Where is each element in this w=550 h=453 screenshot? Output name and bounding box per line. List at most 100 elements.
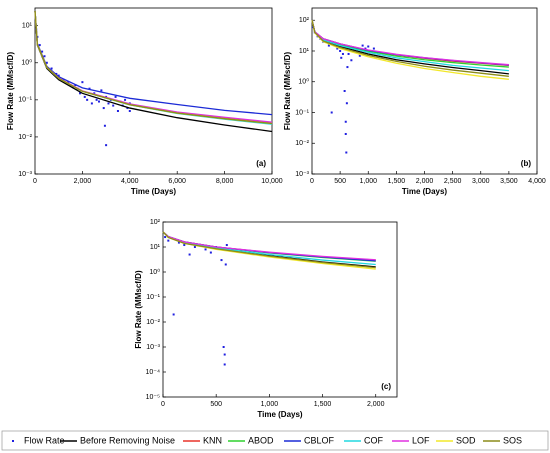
decline-curve xyxy=(311,20,509,77)
flow-rate-point xyxy=(358,54,361,57)
x-tick-label: 8,000 xyxy=(216,178,234,185)
flow-rate-point xyxy=(361,44,364,47)
flow-rate-point xyxy=(344,120,347,123)
y-tick-label: 10⁻¹ xyxy=(146,294,160,301)
legend-box xyxy=(1,430,549,451)
flow-rate-point xyxy=(43,55,46,58)
y-tick-label: 10⁻³ xyxy=(18,171,32,178)
flow-rate-point xyxy=(340,56,343,59)
flow-rate-point xyxy=(105,144,108,147)
flow-rate-point xyxy=(114,95,117,98)
flow-rate-point xyxy=(38,44,41,47)
legend-label: ABOD xyxy=(248,435,274,445)
flow-rate-point xyxy=(183,244,186,247)
flow-rate-point xyxy=(209,251,212,254)
flow-rate-point xyxy=(177,241,180,244)
flow-rate-point xyxy=(372,47,375,50)
y-tick-label: 10⁻³ xyxy=(295,171,309,178)
y-tick-label: 10⁰ xyxy=(149,268,160,276)
y-tick-label: 10¹ xyxy=(22,23,33,30)
flow-rate-point xyxy=(124,98,127,101)
y-tick-label: 10² xyxy=(299,17,310,24)
x-tick-label: 10,000 xyxy=(261,178,283,185)
flow-rate-point xyxy=(95,98,98,101)
flow-rate-point xyxy=(223,363,226,366)
flow-rate-point xyxy=(341,52,344,55)
flow-rate-point xyxy=(220,259,223,262)
flow-rate-point xyxy=(344,132,347,135)
flow-rate-point xyxy=(172,313,175,316)
flow-rate-point xyxy=(346,66,349,69)
x-tick-label: 0 xyxy=(33,178,37,185)
flow-rate-point xyxy=(100,89,103,92)
flow-rate-point xyxy=(81,81,84,84)
y-axis-label: Flow Rate (MMscf/D) xyxy=(283,52,292,131)
flow-rate-point xyxy=(336,47,339,50)
flow-rate-point xyxy=(90,102,93,105)
flow-rate-point xyxy=(223,353,226,356)
flow-rate-point xyxy=(343,90,346,92)
y-axis-label: Flow Rate (MMscf/D) xyxy=(134,270,143,349)
y-tick-label: 10⁰ xyxy=(298,78,309,86)
flow-rate-point xyxy=(102,107,105,110)
flow-rate-point xyxy=(45,61,48,64)
flow-rate-point xyxy=(225,244,228,247)
flow-rate-point xyxy=(103,124,106,127)
flow-rate-point xyxy=(86,98,89,101)
panel-annotation: (b) xyxy=(521,159,532,168)
y-tick-label: 10¹ xyxy=(299,48,310,55)
decline-curve xyxy=(34,10,273,125)
x-tick-label: 6,000 xyxy=(168,178,186,185)
flow-rate-point xyxy=(79,92,82,95)
flow-rate-point xyxy=(164,236,167,239)
x-tick-label: 1,000 xyxy=(261,401,279,408)
y-tick-label: 10⁻⁵ xyxy=(146,394,160,401)
y-tick-label: 10¹ xyxy=(150,244,161,251)
x-tick-label: 500 xyxy=(334,178,346,185)
x-tick-label: 1,500 xyxy=(314,401,332,408)
flow-rate-point xyxy=(112,104,115,107)
flow-rate-point xyxy=(93,92,96,95)
legend-label: SOS xyxy=(503,435,522,445)
plot-frame xyxy=(34,7,273,175)
x-axis-label: Time (Days) xyxy=(131,187,177,196)
flow-rate-point xyxy=(350,59,353,62)
flow-rate-point xyxy=(57,74,60,77)
flow-rate-point xyxy=(88,87,91,90)
flow-rate-point xyxy=(327,44,330,47)
flow-rate-point xyxy=(224,263,227,266)
legend-label: SOD xyxy=(456,435,476,445)
x-tick-label: 0 xyxy=(161,401,165,408)
y-tick-label: 10⁰ xyxy=(21,59,32,67)
flow-rate-point xyxy=(107,102,110,105)
y-tick-label: 10⁻² xyxy=(146,319,160,326)
flow-rate-point xyxy=(345,151,348,154)
flow-rate-point xyxy=(97,100,100,103)
legend-label: KNN xyxy=(203,435,222,445)
legend-label: Flow Rate xyxy=(24,435,65,445)
panel-annotation: (a) xyxy=(256,159,266,168)
flow-rate-point xyxy=(67,81,70,84)
flow-rate-point xyxy=(345,102,348,105)
legend-label: Before Removing Noise xyxy=(80,435,175,445)
flow-rate-point xyxy=(193,246,196,248)
flow-rate-point xyxy=(347,52,350,55)
x-tick-label: 2,500 xyxy=(444,178,462,185)
x-tick-label: 2,000 xyxy=(367,401,385,408)
flow-rate-point xyxy=(116,110,119,113)
flow-rate-point xyxy=(222,346,225,348)
x-tick-label: 500 xyxy=(210,401,222,408)
x-axis-label: Time (Days) xyxy=(257,410,303,419)
flow-rate-point xyxy=(188,253,191,256)
x-axis-label: Time (Days) xyxy=(402,187,448,196)
y-tick-label: 10⁻¹ xyxy=(18,97,32,104)
legend-marker xyxy=(12,440,14,442)
y-tick-label: 10⁻³ xyxy=(146,344,160,351)
flow-rate-point xyxy=(364,47,367,50)
x-tick-label: 3,500 xyxy=(500,178,518,185)
flow-rate-point xyxy=(339,49,342,52)
flow-rate-point xyxy=(330,111,333,114)
flow-rate-point xyxy=(167,239,170,242)
flow-rate-point xyxy=(83,95,86,98)
